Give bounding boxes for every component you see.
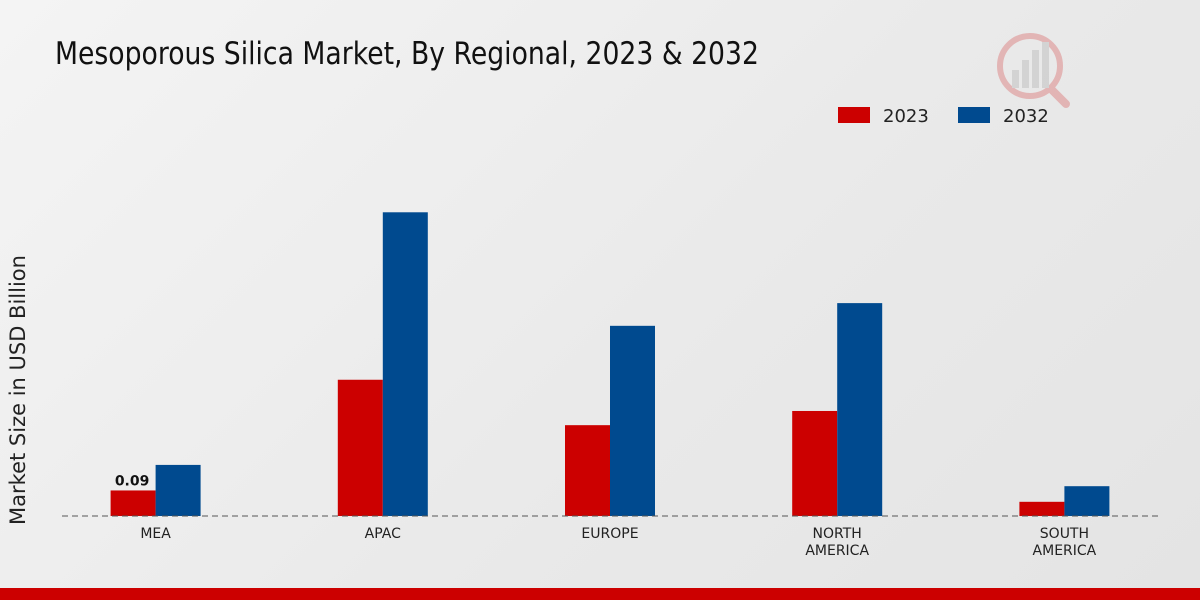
x-tick-label: APAC (365, 526, 401, 542)
bar-2023-north-america (792, 410, 838, 516)
bars-group (110, 212, 1110, 517)
legend-label-2023: 2023 (883, 106, 929, 127)
bar-2032-south-america (1064, 486, 1110, 516)
bar-2032-mea (155, 464, 201, 516)
bar-2032-north-america (837, 303, 883, 516)
bar-2023-europe (565, 425, 610, 516)
legend-swatch-2032 (958, 107, 990, 123)
x-tick-label: NORTH AMERICA (805, 526, 869, 559)
y-axis-label: Market Size in USD Billion (6, 255, 30, 525)
bottom-accent-bar (0, 588, 1200, 600)
bar-2032-apac (382, 212, 428, 517)
x-tick-label: EUROPE (581, 526, 638, 542)
legend-label-2032: 2032 (1003, 106, 1049, 127)
data-label: 0.09 (115, 473, 150, 489)
watermark-logo-icon (997, 33, 1070, 108)
data-labels: 0.09 (115, 473, 150, 489)
x-axis-ticks: MEA APAC EUROPE NORTH AMERICA SOUTH AMERICA (140, 526, 1096, 559)
bar-2023-apac (337, 379, 383, 516)
x-tick-label: MEA (140, 526, 171, 542)
legend: 2023 2032 (838, 106, 1049, 127)
x-tick-label: SOUTH AMERICA (1033, 526, 1097, 559)
bar-2023-south-america (1019, 501, 1065, 516)
chart-title: Mesoporous Silica Market, By Regional, 2… (55, 36, 759, 72)
legend-swatch-2023 (838, 107, 870, 123)
bar-2023-mea (110, 490, 156, 516)
bar-2032-europe (610, 325, 655, 516)
